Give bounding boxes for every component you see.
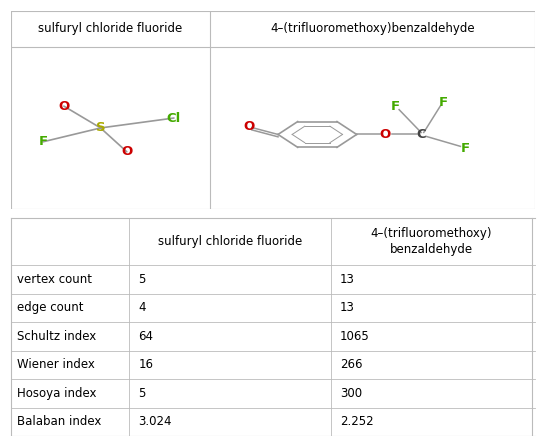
- Text: sulfuryl chloride fluoride: sulfuryl chloride fluoride: [158, 235, 302, 248]
- Text: S: S: [96, 122, 105, 134]
- Text: C: C: [416, 128, 426, 141]
- Text: O: O: [121, 145, 132, 158]
- Text: sulfuryl chloride fluoride: sulfuryl chloride fluoride: [38, 22, 182, 35]
- Text: F: F: [390, 100, 400, 113]
- Text: 3.024: 3.024: [138, 415, 172, 428]
- Text: O: O: [244, 120, 255, 133]
- Text: 4: 4: [138, 301, 146, 314]
- Text: 1065: 1065: [340, 330, 370, 343]
- Text: F: F: [38, 135, 48, 148]
- Text: 4–(trifluoromethoxy)benzaldehyde: 4–(trifluoromethoxy)benzaldehyde: [270, 22, 475, 35]
- Text: 266: 266: [340, 358, 363, 371]
- Text: 64: 64: [138, 330, 153, 343]
- Text: F: F: [461, 142, 470, 155]
- Text: 16: 16: [138, 358, 153, 371]
- Text: 5: 5: [138, 387, 146, 400]
- Text: 2.252: 2.252: [340, 415, 373, 428]
- Text: vertex count: vertex count: [17, 273, 92, 286]
- Text: Balaban index: Balaban index: [17, 415, 102, 428]
- Text: 13: 13: [340, 301, 355, 314]
- Text: O: O: [380, 128, 391, 141]
- Text: 5: 5: [138, 273, 146, 286]
- Text: 300: 300: [340, 387, 362, 400]
- Text: F: F: [438, 96, 448, 109]
- Text: O: O: [58, 99, 69, 112]
- Text: 13: 13: [340, 273, 355, 286]
- Text: Schultz index: Schultz index: [17, 330, 97, 343]
- Text: edge count: edge count: [17, 301, 84, 314]
- Text: Hosoya index: Hosoya index: [17, 387, 97, 400]
- Text: Cl: Cl: [167, 112, 181, 125]
- Text: 4–(trifluoromethoxy)
benzaldehyde: 4–(trifluoromethoxy) benzaldehyde: [371, 227, 492, 256]
- Text: Wiener index: Wiener index: [17, 358, 95, 371]
